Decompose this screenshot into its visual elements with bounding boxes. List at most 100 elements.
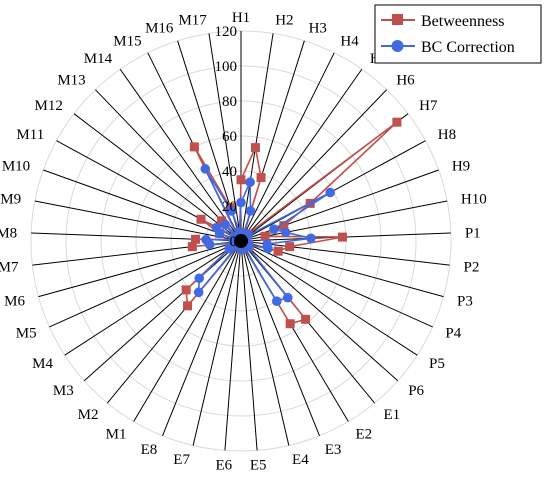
data-point — [236, 197, 246, 208]
grid-spoke — [162, 240, 242, 436]
data-point — [285, 242, 295, 252]
data-point — [211, 222, 222, 233]
category-label: H8 — [438, 127, 456, 143]
grid-spoke — [240, 240, 418, 356]
grid-spoke — [192, 240, 242, 446]
legend-marker-betweenness — [392, 14, 403, 25]
grid-spoke — [240, 68, 363, 242]
category-label: M1 — [106, 427, 127, 443]
data-point — [201, 234, 211, 245]
category-label: P3 — [457, 293, 473, 309]
data-point — [217, 216, 227, 226]
data-point — [263, 243, 273, 254]
category-label: M9 — [0, 191, 21, 207]
data-point — [271, 296, 282, 306]
category-label: H6 — [396, 73, 415, 89]
category-label: M16 — [145, 20, 174, 36]
grid-spoke — [208, 33, 242, 242]
category-label: M11 — [16, 127, 44, 143]
category-label: M2 — [78, 407, 99, 423]
category-label: P1 — [465, 225, 481, 241]
grid-spoke — [34, 200, 242, 242]
grid-spoke — [240, 33, 274, 242]
grid-spoke — [240, 89, 387, 242]
grid-spoke — [43, 169, 242, 242]
category-label: P2 — [464, 260, 480, 276]
legend-label-betweenness: Betweenness — [421, 13, 505, 30]
category-label: M7 — [0, 260, 19, 276]
data-point — [220, 219, 231, 230]
category-label: M13 — [57, 73, 85, 89]
category-label: M3 — [53, 383, 74, 399]
radial-tick-label: 120 — [215, 24, 238, 40]
category-label: M4 — [32, 356, 53, 372]
category-label: E2 — [355, 427, 372, 443]
radial-tick-label: 100 — [215, 59, 238, 75]
grid-spoke — [133, 240, 242, 422]
data-point — [236, 175, 246, 185]
grid-spoke — [240, 52, 335, 242]
data-point — [183, 301, 193, 311]
radial-tick-labels: 0 20 40 60 80 100 120 — [215, 24, 238, 250]
category-label: P6 — [408, 383, 424, 399]
category-label: E4 — [292, 452, 309, 468]
category-label: M6 — [4, 293, 25, 309]
data-point — [325, 187, 335, 198]
category-label: H7 — [419, 98, 438, 114]
data-point — [196, 214, 206, 224]
category-label: E8 — [141, 442, 158, 458]
legend-label-bc-correction: BC Correction — [421, 39, 515, 56]
grid-spoke — [240, 240, 450, 266]
legend-marker-bc-correction — [391, 40, 404, 52]
grid-spoke — [240, 200, 448, 242]
category-label: E1 — [384, 407, 401, 423]
data-point — [194, 273, 204, 284]
data-point — [245, 206, 256, 216]
data-point — [245, 177, 255, 187]
grid-spoke — [240, 240, 258, 451]
radial-tick-label: 80 — [222, 94, 237, 110]
radial-tick-label: 40 — [222, 164, 237, 180]
category-label: H3 — [309, 20, 327, 36]
category-label: M12 — [35, 98, 63, 114]
data-point — [189, 142, 199, 152]
grid-spoke — [119, 68, 242, 242]
radial-tick-label: 0 — [230, 234, 238, 250]
radial-tick-label: 60 — [222, 129, 237, 145]
grid-spoke — [64, 240, 242, 356]
data-point — [306, 233, 316, 244]
legend: Betweenness BC Correction — [374, 4, 542, 64]
category-label: M10 — [2, 158, 30, 174]
grid-spoke — [240, 240, 320, 436]
center-hub — [234, 234, 248, 248]
category-label: E3 — [325, 442, 342, 458]
category-label: H1 — [232, 10, 250, 26]
data-point — [250, 143, 260, 153]
category-label: H9 — [452, 158, 470, 174]
category-label: H10 — [461, 191, 487, 207]
data-point — [282, 292, 293, 303]
category-label: M5 — [16, 326, 37, 342]
data-point — [273, 246, 283, 256]
data-point — [193, 287, 204, 298]
data-point — [256, 173, 266, 183]
data-point — [280, 227, 291, 238]
category-label: P5 — [429, 356, 445, 372]
data-point — [226, 206, 237, 216]
grid-spoke — [73, 113, 242, 242]
data-point — [260, 231, 270, 241]
category-label: P4 — [445, 326, 461, 342]
data-point — [301, 314, 311, 324]
grid-spoke — [49, 240, 242, 328]
category-label: H4 — [340, 33, 359, 49]
category-label: M15 — [113, 33, 141, 49]
grid-spoke — [95, 89, 242, 242]
data-point — [187, 242, 197, 252]
grid-spoke — [38, 240, 242, 298]
grid-spoke — [83, 240, 242, 382]
data-point — [337, 232, 347, 242]
category-label: M8 — [0, 225, 17, 241]
radial-tick-label: 20 — [222, 199, 237, 215]
data-point — [191, 234, 201, 244]
